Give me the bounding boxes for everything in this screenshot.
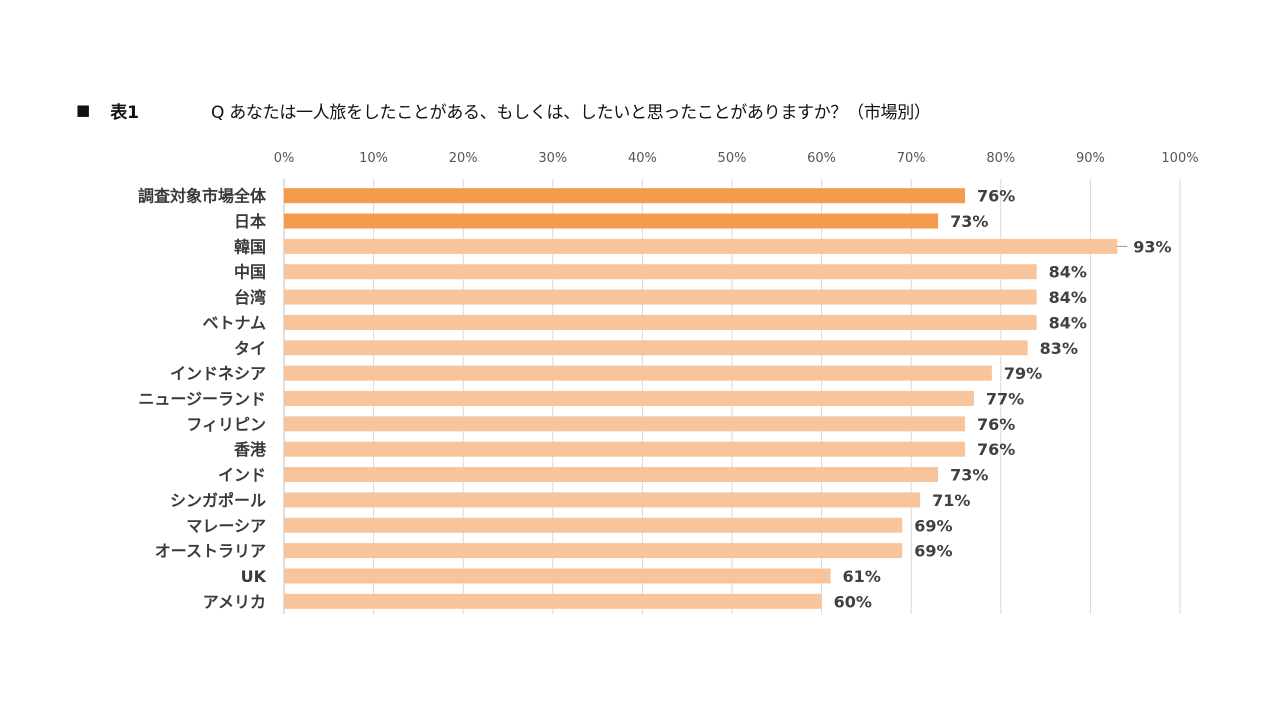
bar [284,289,1037,305]
question-text: Q あなたは一人旅をしたことがある、もしくは、したいと思ったことがありますか？（… [211,102,931,123]
category-label: 調査対象市場全体 [138,187,267,206]
bar [284,543,903,559]
value-label: 61% [843,567,881,586]
value-label: 60% [834,592,872,611]
x-tick-label: 70% [897,151,926,166]
bar [284,416,965,432]
x-tick-label: 30% [538,151,567,166]
category-label: フィリピン [186,415,266,434]
bar [284,492,921,508]
value-label: 69% [914,542,952,561]
bar [284,213,939,229]
bar [284,391,974,406]
bar [284,340,1028,356]
table-label: 表1 [110,102,140,123]
value-label: 83% [1040,339,1078,358]
bar [284,238,1118,254]
value-label: 93% [1133,237,1171,256]
bar [284,264,1037,280]
category-label: 日本 [234,212,266,231]
bar [284,568,831,584]
value-label: 84% [1049,313,1087,332]
value-label: 77% [986,390,1024,409]
category-label: インド [218,466,266,485]
category-label: アメリカ [203,592,266,611]
category-label: タイ [234,339,266,358]
x-tick-label: 100% [1161,151,1198,166]
x-tick-label: 50% [718,151,747,166]
value-labels: 76% 73% 93% 84% 84% 84% 83% 79% 77% 76% 76% 73% 71% 6… [834,187,1172,612]
bar [284,593,822,609]
value-label: 76% [977,415,1015,434]
category-label: UK [241,567,267,586]
bars [284,188,1118,609]
category-label: インドネシア [170,364,266,383]
category-labels: 調査対象市場全体日本韓国中国台湾ベトナムタイインドネシアニュージーランドフィリピ… [138,187,267,612]
value-label: 79% [1004,364,1042,383]
value-label: 76% [977,440,1015,459]
x-tick-label: 90% [1076,151,1105,166]
value-label: 76% [977,187,1015,206]
x-axis-ticks: 0% 10% 20% 30% 40% 50% 60% 70% 80% 90% 100% [274,151,1199,166]
category-label: マレーシア [186,516,266,535]
category-label: ニュージーランド [138,390,266,409]
value-label: 84% [1049,288,1087,307]
value-label: 73% [950,212,988,231]
x-tick-label: 80% [986,151,1015,166]
value-label: 84% [1049,263,1087,282]
x-tick-label: 60% [807,151,836,166]
bar [284,517,903,533]
category-label: 香港 [233,440,267,459]
bar [284,188,965,204]
x-tick-label: 20% [449,151,478,166]
chart-title-row: ■ 表1 Q あなたは一人旅をしたことがある、もしくは、したいと思ったことがあり… [76,96,931,124]
bar [284,365,992,381]
bar [284,314,1037,330]
title-marker: ■ [76,101,91,119]
value-label: 71% [932,491,970,510]
category-label: 台湾 [234,288,266,307]
value-label: 73% [950,466,988,485]
x-tick-label: 40% [628,151,657,166]
category-label: 中国 [234,263,266,282]
x-tick-label: 10% [359,151,388,166]
category-label: オーストラリア [155,542,266,561]
value-label: 69% [914,516,952,535]
bar [284,467,939,483]
bar [284,441,965,457]
x-tick-label: 0% [274,151,295,166]
category-label: ベトナム [202,313,266,332]
category-label: シンガポール [170,491,266,510]
category-label: 韓国 [234,237,266,256]
